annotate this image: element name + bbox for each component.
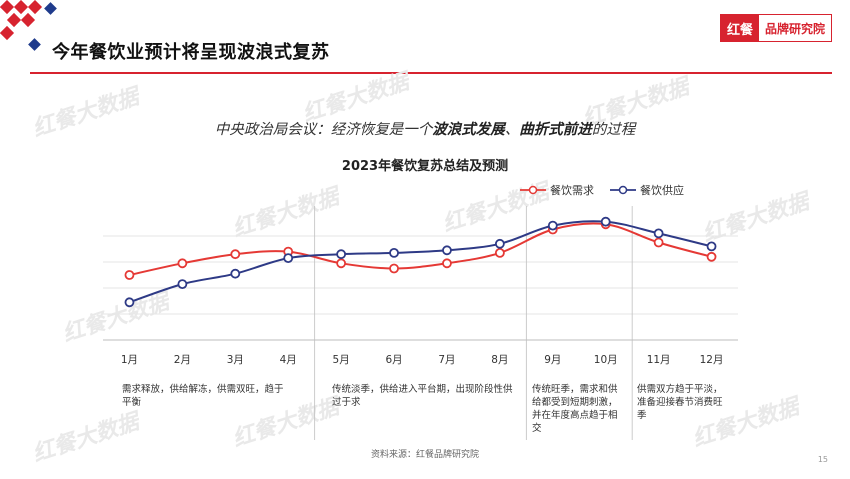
- series-line-demand: [129, 222, 712, 276]
- data-point-demand: [442, 258, 452, 269]
- chart-title: 2023年餐饮复苏总结及预测: [341, 159, 509, 174]
- brand-logo: 红餐: [720, 15, 759, 41]
- page-number: 15: [817, 455, 828, 464]
- subtitle-suffix: 的过程: [591, 122, 636, 138]
- page-title: 今年餐饮业预计将呈现波浪式复苏: [52, 42, 330, 63]
- x-tick-label: 4月: [280, 354, 297, 366]
- chart-subtitle: 中央政治局会议：经济恢复是一个波浪式发展、曲折式前进的过程: [0, 118, 850, 139]
- source-note: 资料来源：红餐品牌研究院: [370, 450, 479, 460]
- x-tick-label: 7月: [438, 354, 455, 366]
- chart-legend: 餐饮需求 餐饮供应: [520, 182, 684, 198]
- x-tick-label: 5月: [333, 354, 350, 366]
- data-point-demand: [706, 251, 717, 262]
- data-point-supply: [124, 297, 135, 308]
- data-point-supply: [283, 253, 294, 264]
- title-divider: [30, 72, 832, 74]
- phase-note-1: 需求释放，供给解冻，供需双旺，趋于平衡: [122, 384, 284, 408]
- data-point-supply: [177, 279, 188, 290]
- subtitle-separator: 、: [504, 122, 520, 138]
- legend-marker-demand: [520, 185, 546, 195]
- x-tick-label: 6月: [385, 354, 402, 366]
- data-point-demand: [494, 247, 505, 258]
- legend-label-supply: 餐饮供应: [640, 184, 684, 197]
- legend-item-demand: 餐饮需求: [520, 182, 594, 198]
- phase-note-3: 传统旺季，需求和供给都受到短期刺激，并在年度高点趋于相交: [532, 384, 618, 434]
- subtitle-prefix: 中央政治局会议：经济恢复是一个: [214, 122, 433, 138]
- data-point-supply: [230, 268, 241, 279]
- data-point-demand: [336, 258, 347, 269]
- data-point-demand: [124, 270, 135, 280]
- data-point-supply: [547, 220, 558, 231]
- subtitle-emphasis-2: 曲折式前进: [519, 122, 592, 138]
- title-bullet: [28, 38, 41, 51]
- data-point-supply: [600, 216, 611, 227]
- x-tick-label: 3月: [227, 354, 244, 366]
- x-tick-label: 1月: [121, 354, 138, 366]
- x-tick-label: 11月: [647, 354, 671, 366]
- navy-diamond: [44, 2, 57, 15]
- data-point-demand: [230, 249, 241, 260]
- phase-note-4: 供需双方趋于平淡，准备迎接春节消费旺季: [637, 384, 723, 421]
- x-tick-label: 12月: [700, 354, 724, 366]
- x-tick-label: 9月: [544, 354, 561, 366]
- red-diamond-pattern: [0, 0, 43, 41]
- brand-name: 品牌研究院: [758, 15, 831, 41]
- data-point-demand: [389, 263, 399, 274]
- data-point-supply: [706, 241, 717, 252]
- legend-item-supply: 餐饮供应: [610, 182, 684, 198]
- x-tick-label: 2月: [174, 354, 191, 366]
- legend-label-demand: 餐饮需求: [550, 184, 594, 197]
- data-point-supply: [494, 238, 505, 249]
- corner-decoration: [0, 0, 57, 51]
- data-point-demand: [653, 237, 664, 248]
- data-point-supply: [442, 245, 452, 256]
- subtitle-emphasis-1: 波浪式发展: [432, 122, 505, 138]
- data-point-demand: [177, 258, 188, 269]
- x-tick-label: 10月: [594, 354, 618, 366]
- legend-marker-supply: [610, 185, 636, 195]
- data-point-supply: [389, 247, 399, 258]
- data-point-supply: [336, 249, 347, 260]
- data-point-supply: [653, 228, 664, 239]
- phase-note-2: 传统淡季，供给进入平台期，出现阶段性供过于求: [332, 384, 513, 408]
- x-tick-label: 8月: [491, 354, 508, 366]
- brand-badge: 红餐 品牌研究院: [719, 14, 832, 42]
